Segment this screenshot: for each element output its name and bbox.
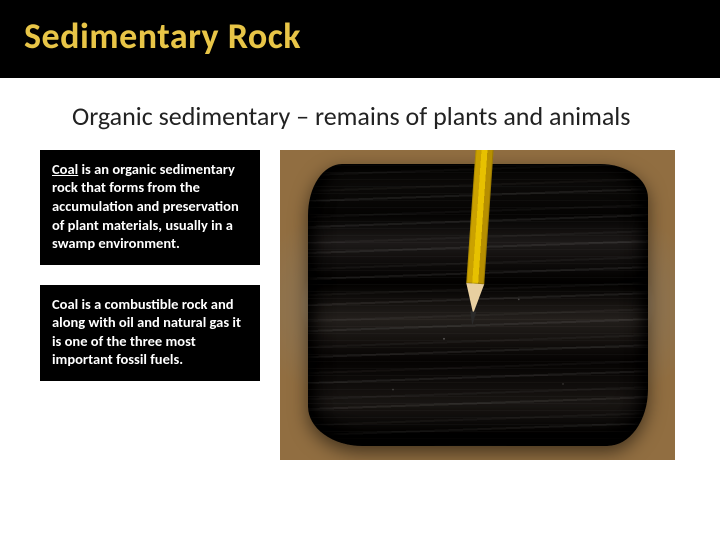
pencil-wood-tip (464, 283, 484, 314)
paragraph-1-rest: is an organic sedimentary rock that form… (52, 160, 239, 252)
slide-title: Sedimentary Rock (24, 14, 720, 58)
content-row: Coal is an organic sedimentary rock that… (0, 150, 720, 460)
paragraph-1-lead: Coal (52, 160, 78, 178)
paragraph-1: Coal is an organic sedimentary rock that… (40, 150, 260, 265)
text-column: Coal is an organic sedimentary rock that… (40, 150, 260, 381)
title-bar: Sedimentary Rock (0, 0, 720, 78)
subtitle-area: Organic sedimentary – remains of plants … (0, 78, 720, 150)
paragraph-2: Coal is a combustible rock and along wit… (40, 285, 260, 381)
coal-photo (280, 150, 675, 460)
slide-subtitle: Organic sedimentary – remains of plants … (72, 102, 680, 132)
pencil-graphite-tip (469, 311, 476, 325)
